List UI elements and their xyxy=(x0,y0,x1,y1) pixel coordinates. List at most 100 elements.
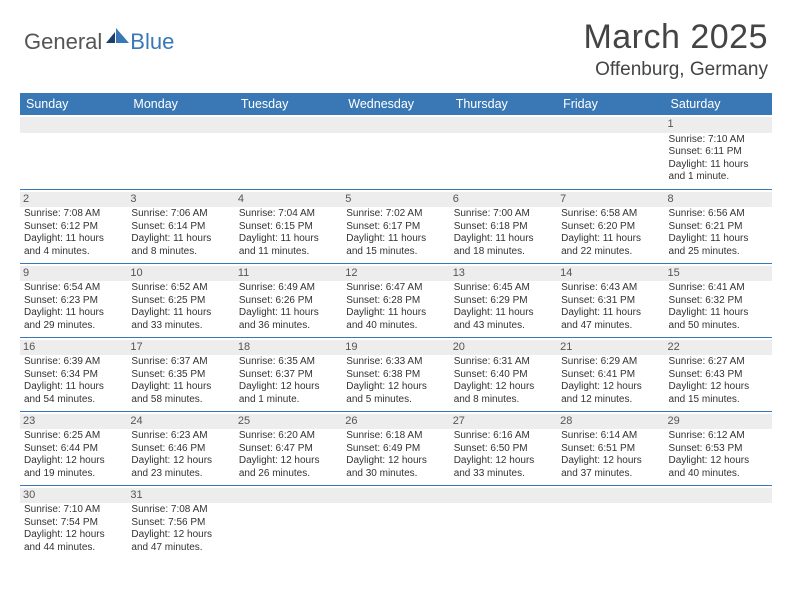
calendar-day: 2Sunrise: 7:08 AMSunset: 6:12 PMDaylight… xyxy=(20,189,127,263)
calendar-day-empty xyxy=(20,115,127,189)
calendar-day-empty xyxy=(342,115,449,189)
calendar-day: 30Sunrise: 7:10 AMSunset: 7:54 PMDayligh… xyxy=(20,485,127,559)
day-detail-line: Sunset: 6:20 PM xyxy=(561,221,660,234)
day-detail-line: and 8 minutes. xyxy=(131,246,230,259)
day-detail-line: Sunrise: 6:43 AM xyxy=(561,282,660,295)
day-detail-line: and 22 minutes. xyxy=(561,246,660,259)
day-detail-line: Daylight: 11 hours xyxy=(561,233,660,246)
day-detail-line: and 40 minutes. xyxy=(669,468,768,481)
calendar-day-empty xyxy=(450,485,557,559)
day-number: 23 xyxy=(20,414,127,430)
logo-text-general: General xyxy=(24,29,102,55)
day-detail-line: Sunset: 6:21 PM xyxy=(669,221,768,234)
day-detail-line: and 44 minutes. xyxy=(24,542,123,555)
day-detail-line: Daylight: 11 hours xyxy=(669,307,768,320)
day-number: 5 xyxy=(342,192,449,208)
day-detail-line: Sunset: 6:49 PM xyxy=(346,443,445,456)
day-detail-line: Daylight: 11 hours xyxy=(669,159,768,172)
day-number: 29 xyxy=(665,414,772,430)
calendar-day: 8Sunrise: 6:56 AMSunset: 6:21 PMDaylight… xyxy=(665,189,772,263)
day-detail-line: Sunset: 6:44 PM xyxy=(24,443,123,456)
calendar-day: 25Sunrise: 6:20 AMSunset: 6:47 PMDayligh… xyxy=(235,411,342,485)
day-detail-line: Daylight: 12 hours xyxy=(24,455,123,468)
day-detail-line: Sunrise: 6:25 AM xyxy=(24,430,123,443)
calendar-header-row: SundayMondayTuesdayWednesdayThursdayFrid… xyxy=(20,93,772,115)
calendar-day: 24Sunrise: 6:23 AMSunset: 6:46 PMDayligh… xyxy=(127,411,234,485)
day-detail-line: Sunrise: 6:39 AM xyxy=(24,356,123,369)
day-number: 2 xyxy=(20,192,127,208)
calendar-day-empty xyxy=(235,485,342,559)
day-detail-line: Sunset: 6:53 PM xyxy=(669,443,768,456)
day-detail-line: Daylight: 12 hours xyxy=(669,455,768,468)
weekday-header: Monday xyxy=(127,93,234,115)
day-detail-line: Daylight: 12 hours xyxy=(561,381,660,394)
calendar-day-empty xyxy=(665,485,772,559)
weekday-header: Thursday xyxy=(450,93,557,115)
day-number: 4 xyxy=(235,192,342,208)
day-number: 10 xyxy=(127,266,234,282)
day-detail-line: and 47 minutes. xyxy=(561,320,660,333)
day-detail-line: Sunset: 6:34 PM xyxy=(24,369,123,382)
day-detail-line: Sunset: 6:17 PM xyxy=(346,221,445,234)
day-detail-line: Daylight: 12 hours xyxy=(454,455,553,468)
day-detail-line: Daylight: 12 hours xyxy=(561,455,660,468)
day-number: 1 xyxy=(665,117,772,133)
day-number: 26 xyxy=(342,414,449,430)
day-detail-line: and 47 minutes. xyxy=(131,542,230,555)
calendar-day: 27Sunrise: 6:16 AMSunset: 6:50 PMDayligh… xyxy=(450,411,557,485)
day-detail-line: Daylight: 11 hours xyxy=(454,307,553,320)
day-number xyxy=(127,117,234,133)
day-detail-line: Sunset: 7:56 PM xyxy=(131,517,230,530)
day-detail-line: Sunrise: 6:27 AM xyxy=(669,356,768,369)
day-detail-line: Daylight: 12 hours xyxy=(239,381,338,394)
calendar-week: 2Sunrise: 7:08 AMSunset: 6:12 PMDaylight… xyxy=(20,189,772,263)
day-detail-line: Sunrise: 6:37 AM xyxy=(131,356,230,369)
day-detail-line: Sunset: 6:41 PM xyxy=(561,369,660,382)
day-detail-line: Daylight: 12 hours xyxy=(346,381,445,394)
day-number xyxy=(235,117,342,133)
day-detail-line: and 43 minutes. xyxy=(454,320,553,333)
day-number: 9 xyxy=(20,266,127,282)
calendar-day: 9Sunrise: 6:54 AMSunset: 6:23 PMDaylight… xyxy=(20,263,127,337)
day-detail-line: Sunset: 6:23 PM xyxy=(24,295,123,308)
calendar-day: 11Sunrise: 6:49 AMSunset: 6:26 PMDayligh… xyxy=(235,263,342,337)
month-title: March 2025 xyxy=(583,18,768,57)
calendar-day: 15Sunrise: 6:41 AMSunset: 6:32 PMDayligh… xyxy=(665,263,772,337)
day-number: 24 xyxy=(127,414,234,430)
calendar-day: 18Sunrise: 6:35 AMSunset: 6:37 PMDayligh… xyxy=(235,337,342,411)
day-detail-line: Daylight: 11 hours xyxy=(239,307,338,320)
flag-icon xyxy=(106,26,130,49)
day-detail-line: Sunset: 6:35 PM xyxy=(131,369,230,382)
day-number: 13 xyxy=(450,266,557,282)
day-detail-line: Daylight: 12 hours xyxy=(131,529,230,542)
day-number: 30 xyxy=(20,488,127,504)
day-number: 12 xyxy=(342,266,449,282)
day-detail-line: Sunrise: 6:16 AM xyxy=(454,430,553,443)
day-detail-line: and 23 minutes. xyxy=(131,468,230,481)
day-detail-line: and 25 minutes. xyxy=(669,246,768,259)
day-detail-line: Daylight: 11 hours xyxy=(669,233,768,246)
calendar-day: 28Sunrise: 6:14 AMSunset: 6:51 PMDayligh… xyxy=(557,411,664,485)
day-number: 11 xyxy=(235,266,342,282)
day-detail-line: Sunset: 6:32 PM xyxy=(669,295,768,308)
day-number xyxy=(235,488,342,504)
calendar-day: 14Sunrise: 6:43 AMSunset: 6:31 PMDayligh… xyxy=(557,263,664,337)
day-detail-line: Daylight: 11 hours xyxy=(131,381,230,394)
calendar-week: 30Sunrise: 7:10 AMSunset: 7:54 PMDayligh… xyxy=(20,485,772,559)
calendar-day: 4Sunrise: 7:04 AMSunset: 6:15 PMDaylight… xyxy=(235,189,342,263)
day-number: 19 xyxy=(342,340,449,356)
day-detail-line: Sunrise: 6:49 AM xyxy=(239,282,338,295)
weekday-header: Sunday xyxy=(20,93,127,115)
day-detail-line: Daylight: 11 hours xyxy=(454,233,553,246)
day-detail-line: Sunset: 6:14 PM xyxy=(131,221,230,234)
day-detail-line: Sunrise: 6:23 AM xyxy=(131,430,230,443)
day-detail-line: and 29 minutes. xyxy=(24,320,123,333)
day-detail-line: Sunset: 6:28 PM xyxy=(346,295,445,308)
day-detail-line: Sunset: 7:54 PM xyxy=(24,517,123,530)
day-detail-line: Sunset: 6:31 PM xyxy=(561,295,660,308)
day-number: 25 xyxy=(235,414,342,430)
day-detail-line: and 8 minutes. xyxy=(454,394,553,407)
calendar-day: 19Sunrise: 6:33 AMSunset: 6:38 PMDayligh… xyxy=(342,337,449,411)
header: General Blue March 2025 Offenburg, Germa… xyxy=(0,0,792,87)
day-number: 22 xyxy=(665,340,772,356)
